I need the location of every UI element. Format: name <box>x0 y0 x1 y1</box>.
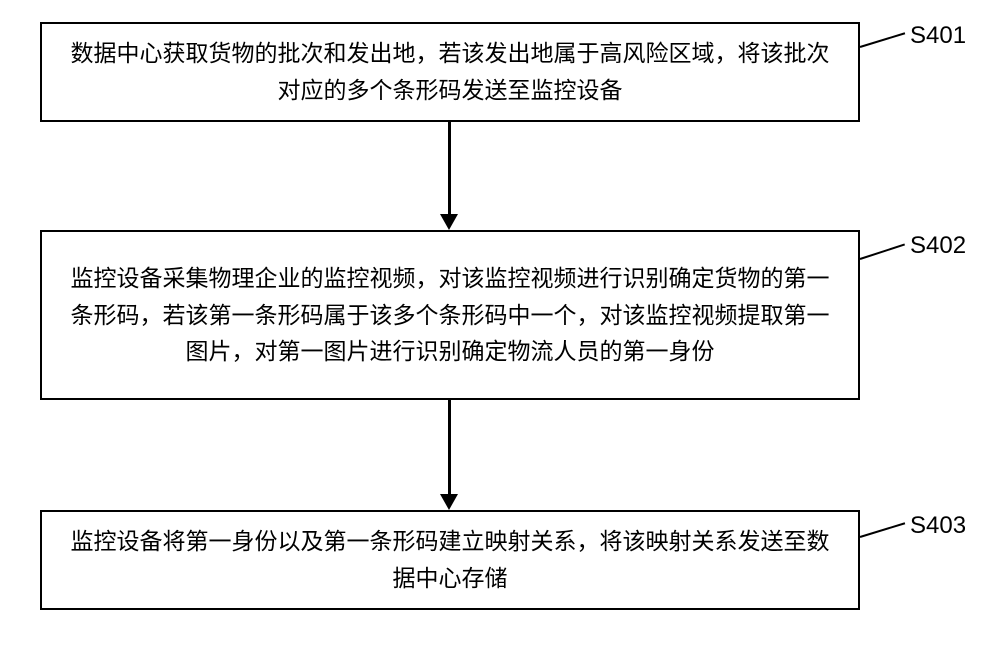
label-connector-2 <box>860 244 905 260</box>
step-1-text: 数据中心获取货物的批次和发出地，若该发出地属于高风险区域，将该批次对应的多个条形… <box>62 35 838 109</box>
step-1-label: S401 <box>910 22 966 50</box>
flowchart-step-3: 监控设备将第一身份以及第一条形码建立映射关系，将该映射关系发送至数据中心存储 <box>40 510 860 610</box>
label-connector-1 <box>860 32 906 48</box>
flowchart-step-2: 监控设备采集物理企业的监控视频，对该监控视频进行识别确定货物的第一条形码，若该第… <box>40 230 860 400</box>
flowchart-step-1: 数据中心获取货物的批次和发出地，若该发出地属于高风险区域，将该批次对应的多个条形… <box>40 22 860 122</box>
label-connector-3 <box>860 522 906 538</box>
arrow-2-head <box>440 494 458 510</box>
arrow-1-line <box>448 122 451 214</box>
flowchart-container: 数据中心获取货物的批次和发出地，若该发出地属于高风险区域，将该批次对应的多个条形… <box>0 0 1000 645</box>
step-2-text: 监控设备采集物理企业的监控视频，对该监控视频进行识别确定货物的第一条形码，若该第… <box>62 260 838 370</box>
step-3-text: 监控设备将第一身份以及第一条形码建立映射关系，将该映射关系发送至数据中心存储 <box>62 523 838 597</box>
step-3-label: S403 <box>910 512 966 540</box>
arrow-2-line <box>448 400 451 494</box>
step-2-label: S402 <box>910 232 966 260</box>
arrow-1-head <box>440 214 458 230</box>
